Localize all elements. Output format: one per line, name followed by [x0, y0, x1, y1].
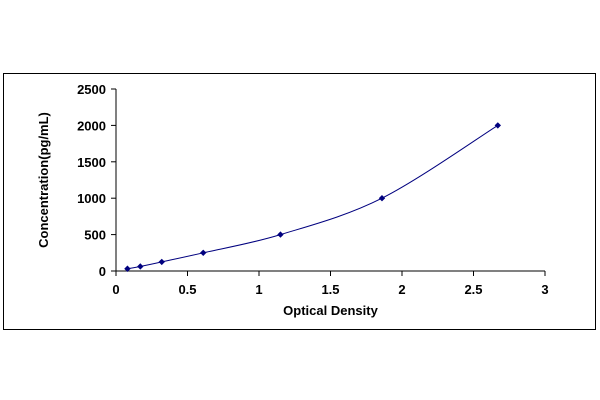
data-point [158, 258, 165, 266]
chart-frame [3, 73, 596, 330]
data-point [137, 263, 144, 270]
axes [115, 89, 545, 272]
y-axis-title: Concentration(pg/mL) [36, 112, 51, 248]
x-tick-label: 2 [398, 282, 405, 297]
data-point [494, 122, 502, 129]
x-axis-title: Optical Density [283, 303, 378, 318]
x-tick-label: 2.5 [464, 282, 482, 297]
y-tick-label: 2500 [77, 82, 106, 97]
y-tick-label: 1500 [77, 155, 106, 170]
data-point [124, 265, 131, 272]
x-tick-label: 3 [541, 282, 548, 297]
x-tick-label: 0 [112, 282, 119, 297]
y-tick-label: 1000 [77, 191, 106, 206]
data-points [124, 122, 502, 272]
x-tick-label: 1 [255, 282, 262, 297]
y-tick-label: 500 [84, 228, 106, 243]
data-point [200, 249, 207, 256]
x-tick-label: 0.5 [178, 282, 196, 297]
y-tick-label: 2000 [77, 118, 106, 133]
ticks: 0 0.5 1 1.5 2 2.5 3 0 500 1000 1500 2000 2500 [77, 82, 549, 297]
data-point [277, 231, 284, 238]
y-tick-label: 0 [99, 264, 106, 279]
x-tick-label: 1.5 [321, 282, 339, 297]
fit-curve [127, 124, 499, 270]
data-point [378, 195, 386, 202]
